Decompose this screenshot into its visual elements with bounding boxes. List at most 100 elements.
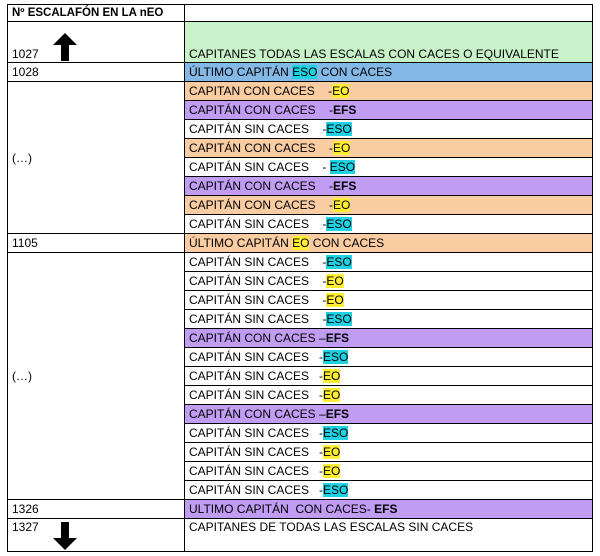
- scale-tag: EO: [326, 293, 344, 307]
- row-text: ULTIMO CAPITÁN CON CACES- EFS: [189, 502, 397, 516]
- escalafon-number: 1027: [12, 47, 39, 61]
- row-text: CAPITÁN SIN CACES - ESO: [189, 160, 356, 174]
- scale-tag: EO: [323, 464, 341, 478]
- escalafon-number: (…): [12, 150, 32, 165]
- row-label: CAPITÁN CON CACES –: [189, 331, 326, 345]
- escalafon-cell: (…): [7, 252, 185, 500]
- table-row: CAPITÁN SIN CACES -EO: [184, 290, 593, 310]
- escalafon-cell: 1327: [7, 518, 185, 552]
- row-label: CAPITÁN SIN CACES -: [189, 445, 324, 459]
- row-text: CAPITÁN CON CACES –EFS: [189, 407, 349, 421]
- scale-tag: EO: [323, 388, 341, 402]
- table-row: ÚLTIMO CAPITÁN EO CON CACES: [184, 233, 593, 253]
- scale-tag: ESO: [329, 160, 356, 174]
- table-row: CAPITÁN SIN CACES -EO: [184, 271, 593, 291]
- scale-tag: ESO: [292, 65, 318, 79]
- row-text: CAPITANES TODAS LAS ESCALAS CON CACES O …: [189, 47, 559, 61]
- escalafon-number: (…): [12, 369, 32, 383]
- down-arrow-icon: [52, 522, 77, 550]
- table-row: ÚLTIMO CAPITÁN ESO CON CACES: [184, 62, 593, 82]
- table-row: CAPITÁN SIN CACES -ESO: [184, 119, 593, 139]
- table-row: CAPITÁN SIN CACES -ESO: [184, 347, 593, 367]
- table-row: CAPITANES TODAS LAS ESCALAS CON CACES O …: [184, 21, 593, 63]
- row-label: CAPITÁN SIN CACES -: [189, 160, 330, 174]
- row-label: CAPITANES DE TODAS LAS ESCALAS SIN CACES: [189, 520, 474, 534]
- header-escalafon: Nº ESCALAFÓN EN LA nEO: [7, 4, 185, 22]
- row-label: CAPITÁN SIN CACES -: [189, 350, 324, 364]
- row-label: CAPITÁN CON CACES –: [189, 407, 326, 421]
- row-label: CON CACES: [309, 236, 385, 250]
- row-label: CAPITÁN SIN CACES -: [189, 388, 324, 402]
- table-row: CAPITAN CON CACES -EO: [184, 81, 593, 101]
- scale-tag: ESO: [326, 312, 352, 326]
- row-text: CAPITÁN CON CACES –EFS: [189, 331, 349, 345]
- row-label: CAPITÁN CON CACES -: [189, 179, 334, 193]
- scale-tag: ESO: [323, 350, 349, 364]
- escalafon-number: 1326: [12, 502, 39, 516]
- row-label: CAPITÁN SIN CACES -: [189, 464, 324, 478]
- scale-tag: ESO: [326, 255, 352, 269]
- row-text: CAPITÁN SIN CACES -ESO: [189, 426, 349, 440]
- row-label: ÚLTIMO CAPITÁN: [189, 65, 293, 79]
- escalafon-cell: 1027: [7, 21, 185, 63]
- table-row: CAPITÁN CON CACES -EO: [184, 138, 593, 158]
- row-text: CAPITANES DE TODAS LAS ESCALAS SIN CACES: [189, 520, 473, 534]
- row-label: CAPITÁN SIN CACES -: [189, 483, 324, 497]
- scale-tag: EO: [326, 274, 344, 288]
- row-text: CAPITÁN SIN CACES -ESO: [189, 350, 349, 364]
- header-description: [184, 4, 593, 22]
- escalafon-number: 1105: [12, 236, 38, 250]
- table-row: CAPITÁN CON CACES –EFS: [184, 328, 593, 348]
- escalafon-cell: (…): [7, 81, 185, 234]
- row-label: CAPITÁN SIN CACES -: [189, 426, 324, 440]
- table-row: CAPITÁN CON CACES -EFS: [184, 100, 593, 120]
- row-label: CAPITÁN SIN CACES -: [189, 312, 327, 326]
- row-text: CAPITÁN SIN CACES -ESO: [189, 255, 352, 269]
- table-row: CAPITÁN SIN CACES -ESO: [184, 480, 593, 500]
- table-row: CAPITÁN SIN CACES - ESO: [184, 157, 593, 177]
- row-label: CAPITÁN SIN CACES -: [189, 274, 327, 288]
- row-label: CAPITÁN SIN CACES -: [189, 369, 324, 383]
- row-text: CAPITÁN CON CACES -EFS: [189, 103, 356, 117]
- row-text: CAPITAN CON CACES -EO: [189, 84, 350, 98]
- table-row: CAPITÁN SIN CACES -ESO: [184, 252, 593, 272]
- row-label: CAPITANES TODAS LAS ESCALAS CON CACES O …: [189, 47, 559, 61]
- row-label: CAPITÁN CON CACES -: [189, 141, 334, 155]
- row-label: CAPITÁN SIN CACES -: [189, 217, 327, 231]
- table-row: CAPITÁN SIN CACES -EO: [184, 461, 593, 481]
- row-label: ULTIMO CAPITÁN CON CACES-: [189, 502, 375, 516]
- row-text: CAPITÁN SIN CACES -EO: [189, 293, 344, 307]
- table-row: CAPITÁN CON CACES -EFS: [184, 176, 593, 196]
- row-label: CAPITÁN CON CACES -: [189, 198, 334, 212]
- up-arrow-icon: [52, 33, 77, 61]
- row-text: CAPITÁN SIN CACES -ESO: [189, 122, 352, 136]
- scale-tag-bold: EFS: [333, 179, 357, 193]
- table-row: CAPITÁN SIN CACES -ESO: [184, 309, 593, 329]
- scale-tag: ESO: [323, 483, 349, 497]
- scale-tag: ESO: [326, 122, 352, 136]
- scale-tag: EO: [323, 445, 341, 459]
- row-text: CAPITÁN SIN CACES -EO: [189, 464, 341, 478]
- scale-tag-bold: EFS: [325, 407, 350, 421]
- row-label: CAPITÁN CON CACES -: [189, 103, 334, 117]
- scale-tag-bold: EFS: [374, 502, 398, 516]
- row-text: CAPITÁN SIN CACES -EO: [189, 388, 341, 402]
- table-row: CAPITÁN SIN CACES -EO: [184, 385, 593, 405]
- row-text: CAPITÁN CON CACES -EFS: [189, 179, 356, 193]
- row-label: CON CACES: [317, 65, 393, 79]
- row-label: ÚLTIMO CAPITÁN: [189, 236, 293, 250]
- escalafon-cell: 1326: [7, 499, 185, 519]
- scale-tag: EO: [333, 141, 351, 155]
- row-label: CAPITAN CON CACES -: [189, 84, 333, 98]
- row-text: CAPITÁN SIN CACES -EO: [189, 274, 344, 288]
- row-text: CAPITÁN SIN CACES -EO: [189, 369, 341, 383]
- table-row: CAPITÁN CON CACES -EO: [184, 195, 593, 215]
- row-text: CAPITÁN CON CACES -EO: [189, 198, 351, 212]
- scale-tag: ESO: [326, 217, 352, 231]
- row-text: CAPITÁN SIN CACES -ESO: [189, 483, 349, 497]
- row-text: CAPITÁN SIN CACES -ESO: [189, 312, 352, 326]
- row-label: CAPITÁN SIN CACES -: [189, 255, 327, 269]
- row-text: CAPITÁN SIN CACES -ESO: [189, 217, 352, 231]
- table-row: CAPITÁN SIN CACES -ESO: [184, 423, 593, 443]
- row-label: CAPITÁN SIN CACES -: [189, 293, 327, 307]
